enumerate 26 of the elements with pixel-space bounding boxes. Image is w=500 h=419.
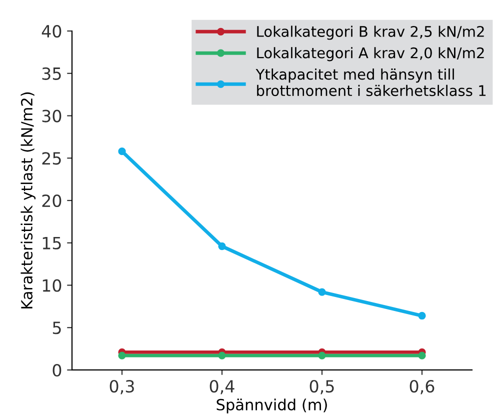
y-tick-label: 5 bbox=[52, 322, 61, 334]
legend-label: Lokalkategori A krav 2,0 kN/m2 bbox=[257, 47, 484, 62]
y-tick-label: 30 bbox=[42, 110, 62, 122]
legend-label: Ytkapacitet med hänsyn till brottmoment i säkerhetsklass 1 bbox=[256, 68, 486, 96]
y-tick-label: 40 bbox=[42, 24, 62, 38]
y-tick-label: 25 bbox=[42, 152, 61, 165]
point bbox=[318, 352, 326, 360]
x-tick-label: 0,3 bbox=[110, 380, 134, 394]
y-tick-label: 15 bbox=[42, 237, 61, 250]
point bbox=[118, 352, 126, 360]
point bbox=[318, 288, 326, 296]
x-axis-title: Spännvidd (m) bbox=[216, 398, 327, 414]
y-tick-label: 35 bbox=[42, 67, 61, 80]
x-tick-label: 0,4 bbox=[210, 380, 234, 394]
point bbox=[218, 352, 226, 360]
y-axis-title: Karakteristisk ytlast (kN/m2) bbox=[20, 92, 36, 308]
point bbox=[418, 352, 426, 360]
legend-label: Lokalkategori B krav 2,5 kN/m2 bbox=[257, 26, 484, 40]
x-tick-label: 0,6 bbox=[410, 380, 434, 394]
point bbox=[118, 148, 126, 156]
y-tick-label: 20 bbox=[42, 194, 62, 208]
point bbox=[418, 312, 426, 320]
point bbox=[218, 242, 226, 250]
y-tick-label: 0 bbox=[52, 364, 62, 377]
y-tick-label: 10 bbox=[42, 279, 62, 292]
x-tick-label: 0,5 bbox=[310, 380, 334, 394]
